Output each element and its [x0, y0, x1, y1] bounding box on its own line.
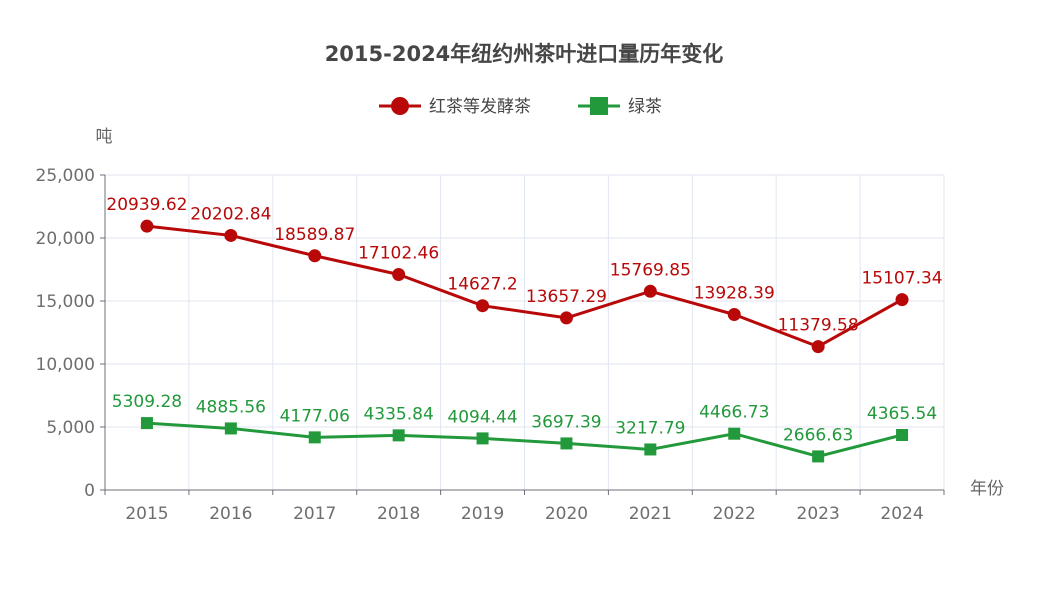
y-axis-unit-label: 吨: [96, 127, 113, 147]
data-point: [392, 429, 405, 442]
y-tick-label: 15,000: [36, 292, 95, 312]
data-point: [559, 311, 573, 325]
data-point: [895, 293, 909, 307]
data-label: 4177.06: [280, 406, 350, 426]
data-label: 4466.73: [699, 403, 769, 423]
data-label: 4094.44: [447, 407, 517, 427]
data-point: [728, 427, 741, 440]
data-label: 17102.46: [358, 244, 439, 264]
data-point: [896, 428, 909, 441]
legend-marker: [590, 97, 608, 115]
x-tick-label: 2020: [545, 504, 588, 524]
x-tick-label: 2022: [713, 504, 756, 524]
data-label: 3697.39: [531, 412, 601, 432]
x-tick-label: 2016: [209, 504, 252, 524]
data-point: [560, 437, 573, 450]
data-point: [392, 268, 406, 282]
y-tick-label: 25,000: [36, 166, 95, 186]
data-label: 11379.58: [778, 316, 859, 336]
x-tick-label: 2024: [880, 504, 923, 524]
y-tick-label: 20,000: [36, 229, 95, 249]
data-label: 3217.79: [615, 418, 685, 438]
legend: 红茶等发酵茶 绿茶: [379, 97, 662, 117]
y-tick-label: 10,000: [36, 355, 95, 375]
data-label: 15107.34: [861, 269, 942, 289]
data-label: 4365.54: [867, 404, 937, 424]
data-point: [308, 249, 322, 263]
y-tick-label: 0: [84, 481, 95, 501]
x-tick-label: 2015: [125, 504, 168, 524]
data-label: 5309.28: [112, 392, 182, 412]
data-label: 4885.56: [196, 397, 266, 417]
data-label: 15769.85: [610, 260, 691, 280]
legend-label: 红茶等发酵茶: [429, 97, 531, 117]
x-tick-label: 2023: [797, 504, 840, 524]
data-point: [643, 284, 657, 298]
data-point: [140, 219, 154, 233]
data-label: 2666.63: [783, 425, 853, 445]
x-tick-label: 2021: [629, 504, 672, 524]
data-point: [476, 299, 490, 313]
legend-marker: [391, 97, 409, 115]
x-tick-label: 2017: [293, 504, 336, 524]
data-point: [224, 228, 238, 242]
data-point: [308, 431, 321, 444]
data-label: 20939.62: [106, 195, 187, 215]
series-line: [146, 421, 903, 458]
x-axis-title: 年份: [970, 479, 1004, 499]
data-point: [727, 308, 741, 322]
data-point: [812, 450, 825, 463]
data-label: 18589.87: [274, 225, 355, 245]
data-label: 20202.84: [190, 204, 271, 224]
data-label: 13928.39: [694, 284, 775, 304]
axes: 0 5,000 10,000 15,000 20,000 25,000 2015 2016 20…: [36, 166, 945, 524]
x-tick-label: 2019: [461, 504, 504, 524]
data-point: [140, 417, 153, 430]
x-tick-label: 2018: [377, 504, 420, 524]
data-point: [644, 443, 657, 456]
data-label: 4335.84: [363, 404, 433, 424]
data-label: 14627.2: [447, 275, 517, 295]
legend-label: 绿茶: [628, 97, 662, 117]
y-tick-label: 5,000: [46, 418, 95, 438]
series-line: [146, 224, 903, 349]
data-label: 13657.29: [526, 287, 607, 307]
data-point: [224, 422, 237, 435]
data-point: [476, 432, 489, 445]
chart-title: 2015-2024年纽约州茶叶进口量历年变化: [325, 42, 724, 66]
data-point: [811, 340, 825, 354]
